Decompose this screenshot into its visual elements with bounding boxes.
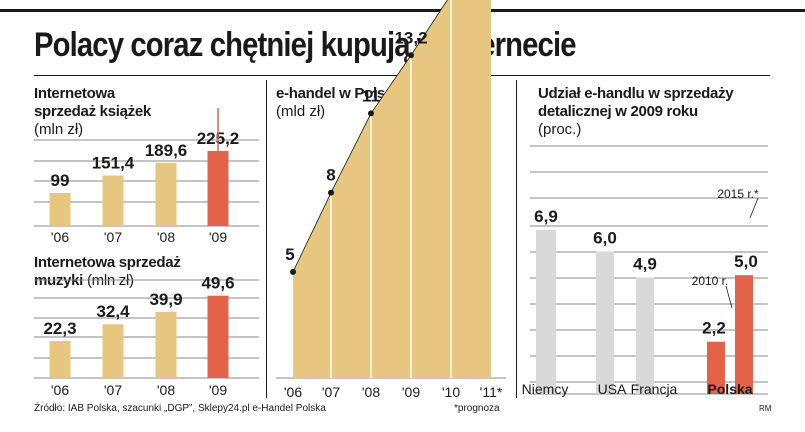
area-tick-4: '10 [442, 384, 460, 400]
share-bar-1 [596, 251, 614, 394]
music-bar-2 [155, 311, 177, 378]
share-value-label-0: 6,9 [534, 207, 558, 226]
area-tick-2: '08 [362, 384, 380, 400]
music-value-label-2: 39,9 [149, 290, 182, 309]
forecast-footnote: *prognoza [454, 403, 500, 414]
area-tick-3: '09 [402, 384, 420, 400]
ecommerce-title: e-handel w Polsce [276, 85, 401, 102]
share-polska-pointer-1 [749, 197, 759, 219]
divider-left [266, 80, 267, 398]
area-value-label-2: 11 [362, 86, 380, 105]
music-tick-1: '07 [104, 382, 122, 398]
area-tick-1: '07 [322, 384, 340, 400]
share-unit: (proc.) [538, 121, 582, 138]
share-category-1: USA [598, 381, 627, 397]
share-polska-value-label-0: 2,2 [702, 319, 726, 338]
share-polska-bar-1 [735, 275, 753, 394]
share-category-2: Francja [631, 381, 678, 397]
share-title-line1: Udział e-handlu w sprzedaży [538, 85, 734, 102]
share-value-label-2: 4,9 [633, 255, 657, 274]
music-tick-3: '09 [209, 382, 227, 398]
books-bar-1 [102, 175, 124, 226]
music-title-line1: Internetowa sprzedaż [34, 254, 181, 272]
divider-right [516, 80, 517, 398]
share-bar-2 [636, 277, 654, 394]
area-value-label-3: 13,2 [394, 28, 427, 47]
area-point-0 [290, 268, 296, 275]
area-tick-5: '11* [480, 384, 503, 400]
share-polska-bar-0 [707, 341, 725, 394]
books-tick-1: '07 [104, 229, 122, 245]
area-value-label-0: 5 [285, 245, 294, 264]
music-chart: 22,3 '06 32,4 '07 39,9 '08 49,6 '09 [34, 274, 259, 398]
share-title-line2: detalicznej w 2009 roku [538, 103, 698, 120]
music-bar-1 [102, 324, 124, 378]
music-title-text1: Internetowa sprzedaż [34, 254, 181, 271]
top-rule [0, 9, 805, 12]
area-line [292, 0, 448, 273]
books-bar-2 [155, 162, 177, 226]
music-bar-3 [207, 295, 229, 378]
books-bar-3 [207, 150, 229, 226]
area-tick-0: '06 [284, 384, 302, 400]
share-chart: 6,9 6,0 4,9 2,2 5,0 2010 r. 2015 r.* Niemcy USA F… [522, 145, 768, 397]
area-point-2 [368, 110, 374, 117]
area-point-3 [408, 52, 414, 59]
books-tick-3: '09 [209, 229, 227, 245]
ecommerce-unit: (mld zł) [276, 103, 326, 120]
share-polska-pointer-0 [725, 285, 733, 309]
books-unit: (mln zł) [34, 121, 84, 138]
share-category-3: Polska [707, 381, 752, 397]
music-tick-2: '08 [157, 382, 175, 398]
music-bar-0 [49, 341, 71, 378]
books-value-label-2: 189,6 [145, 141, 188, 160]
share-bar-0 [536, 229, 556, 394]
share-polska-year-label-1: 2015 r.* [717, 187, 759, 201]
music-value-label-3: 49,6 [201, 274, 234, 293]
share-polska-value-label-1: 5,0 [734, 252, 758, 271]
share-category-0: Niemcy [522, 381, 569, 397]
area-fill [293, 0, 491, 378]
books-tick-2: '08 [157, 229, 175, 245]
area-point-1 [328, 189, 334, 196]
books-title-line1: Internetowa [34, 85, 115, 102]
music-tick-0: '06 [51, 382, 69, 398]
share-polska-year-label-0: 2010 r. [692, 274, 729, 288]
music-value-label-1: 32,4 [96, 302, 130, 321]
area-value-label-1: 8 [326, 166, 335, 185]
books-bar-0 [49, 193, 71, 226]
music-value-label-0: 22,3 [43, 319, 76, 338]
books-value-label-0: 99 [51, 171, 70, 190]
author-credit: RM [759, 404, 772, 413]
books-tick-0: '06 [51, 229, 69, 245]
source-note: Źródło: IAB Polska, szacunki „DGP”, Skle… [34, 403, 326, 414]
books-title-line2: sprzedaż książek [34, 103, 151, 120]
share-value-label-1: 6,0 [593, 228, 617, 247]
headline: Polacy coraz chętniej kupują w interneci… [34, 26, 576, 64]
books-value-label-1: 151,4 [92, 154, 135, 173]
